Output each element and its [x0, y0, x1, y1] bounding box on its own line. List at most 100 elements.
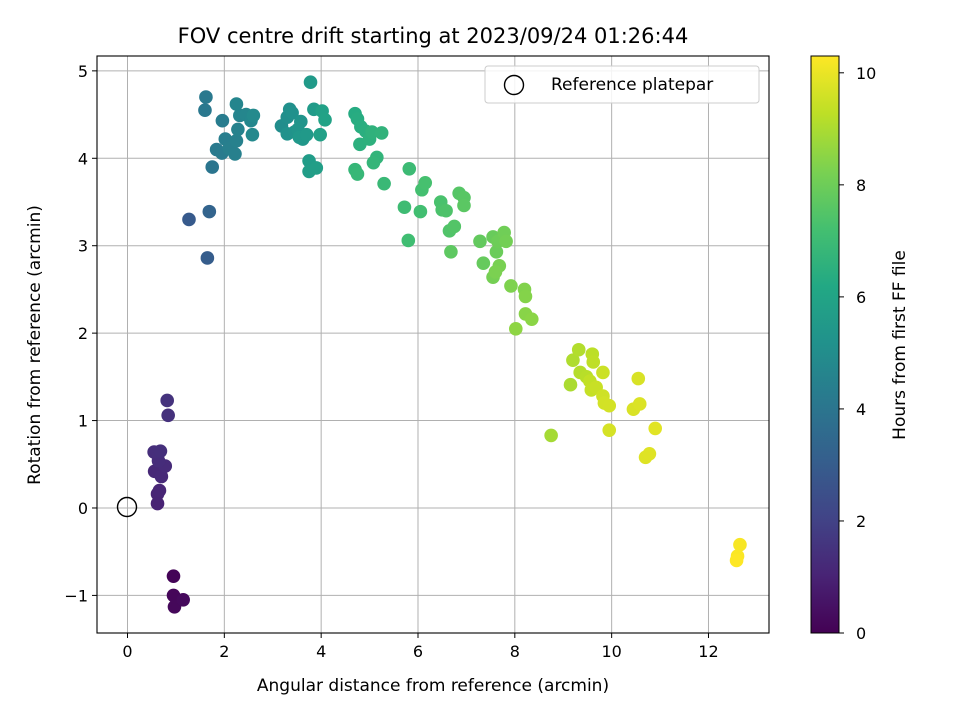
data-point	[499, 234, 513, 249]
x-tick-label: 12	[698, 642, 718, 661]
chart-title: FOV centre drift starting at 2023/09/24 …	[178, 24, 689, 48]
data-point	[418, 175, 433, 190]
data-point	[602, 398, 617, 413]
data-point	[586, 355, 601, 369]
data-point	[231, 122, 245, 137]
data-point	[648, 421, 663, 436]
legend-box	[484, 65, 760, 104]
data-point	[150, 496, 165, 511]
data-point	[504, 279, 518, 293]
data-point	[632, 397, 647, 411]
y-tick-label: −1	[64, 586, 88, 605]
x-tick-label: 6	[413, 642, 423, 661]
colorbar-ticks: 0 2 4 6 8 10	[839, 64, 876, 643]
data-point	[447, 219, 462, 234]
data-point	[313, 127, 327, 142]
y-tick-label: 3	[78, 237, 88, 256]
x-tick-label: 10	[601, 642, 621, 661]
data-point	[160, 393, 175, 408]
legend-marker-icon	[503, 74, 525, 96]
colorbar: 0 2 4 6 8 10 Hours from first FF file	[810, 55, 910, 643]
data-point	[596, 365, 610, 380]
data-point	[602, 423, 617, 437]
colorbar-tick-label: 0	[856, 624, 866, 643]
y-axis-ticks: −1 0 1 2 3 4 5	[64, 62, 97, 605]
data-point	[518, 289, 533, 304]
data-point	[176, 592, 190, 607]
data-point	[154, 469, 169, 484]
grid-lines	[97, 56, 769, 633]
x-tick-label: 8	[510, 642, 520, 661]
legend-label: Reference platepar	[551, 75, 713, 95]
data-point	[508, 321, 523, 336]
data-point	[153, 444, 168, 458]
y-tick-label: 0	[78, 499, 88, 518]
data-point	[397, 200, 412, 215]
data-point	[488, 265, 503, 279]
colorbar-tick-label: 8	[856, 176, 866, 195]
legend: Reference platepar	[484, 65, 760, 104]
data-point	[524, 312, 539, 326]
y-tick-label: 5	[78, 62, 88, 81]
data-point	[476, 256, 491, 270]
data-point	[377, 176, 391, 191]
data-point	[566, 353, 580, 368]
data-point	[299, 127, 314, 142]
x-tick-label: 2	[219, 642, 229, 661]
data-point	[489, 245, 504, 259]
data-point	[439, 203, 453, 218]
data-point	[444, 245, 458, 259]
colorbar-tick-label: 10	[856, 64, 876, 83]
data-point	[413, 204, 428, 219]
data-point	[246, 108, 261, 123]
data-point	[563, 377, 578, 392]
data-point	[374, 126, 389, 140]
data-points	[147, 75, 747, 614]
data-point	[229, 97, 244, 111]
data-point	[202, 204, 217, 219]
data-point	[199, 90, 213, 104]
data-point	[366, 155, 381, 170]
y-axis-label: Rotation from reference (arcmin)	[25, 205, 45, 485]
data-point	[309, 161, 324, 175]
data-point	[152, 483, 167, 498]
data-point	[402, 161, 417, 176]
data-point	[642, 446, 657, 461]
x-tick-label: 4	[316, 642, 326, 661]
data-point	[215, 113, 230, 128]
colorbar-tick-label: 2	[856, 512, 866, 531]
data-point	[571, 342, 586, 357]
y-tick-label: 4	[78, 149, 88, 168]
plot-frame	[96, 55, 770, 634]
colorbar-label: Hours from first FF file	[890, 250, 910, 440]
data-point	[198, 103, 212, 118]
data-point	[473, 234, 487, 249]
data-point	[200, 251, 215, 265]
colorbar-tick-label: 4	[856, 400, 866, 419]
data-point	[228, 147, 242, 161]
reference-platepar-marker	[116, 496, 138, 518]
data-point	[285, 106, 299, 120]
data-point	[733, 537, 747, 552]
x-axis-ticks: 0 2 4 6 8 10 12	[122, 633, 719, 661]
data-point	[401, 233, 416, 248]
data-point	[182, 212, 196, 227]
data-point	[161, 408, 175, 423]
data-point	[245, 127, 260, 142]
data-point	[229, 134, 244, 148]
y-tick-label: 2	[78, 324, 88, 343]
x-axis-label: Angular distance from reference (arcmin)	[257, 676, 609, 696]
data-point	[166, 569, 181, 583]
data-point	[729, 553, 744, 568]
data-point	[303, 75, 318, 90]
data-point	[350, 167, 365, 181]
data-point	[457, 198, 471, 213]
data-point	[544, 428, 558, 443]
data-point	[318, 113, 332, 127]
colorbar-gradient	[810, 55, 840, 634]
x-tick-label: 0	[122, 642, 132, 661]
data-point	[205, 160, 220, 174]
data-point	[631, 371, 646, 386]
y-tick-label: 1	[78, 412, 88, 431]
